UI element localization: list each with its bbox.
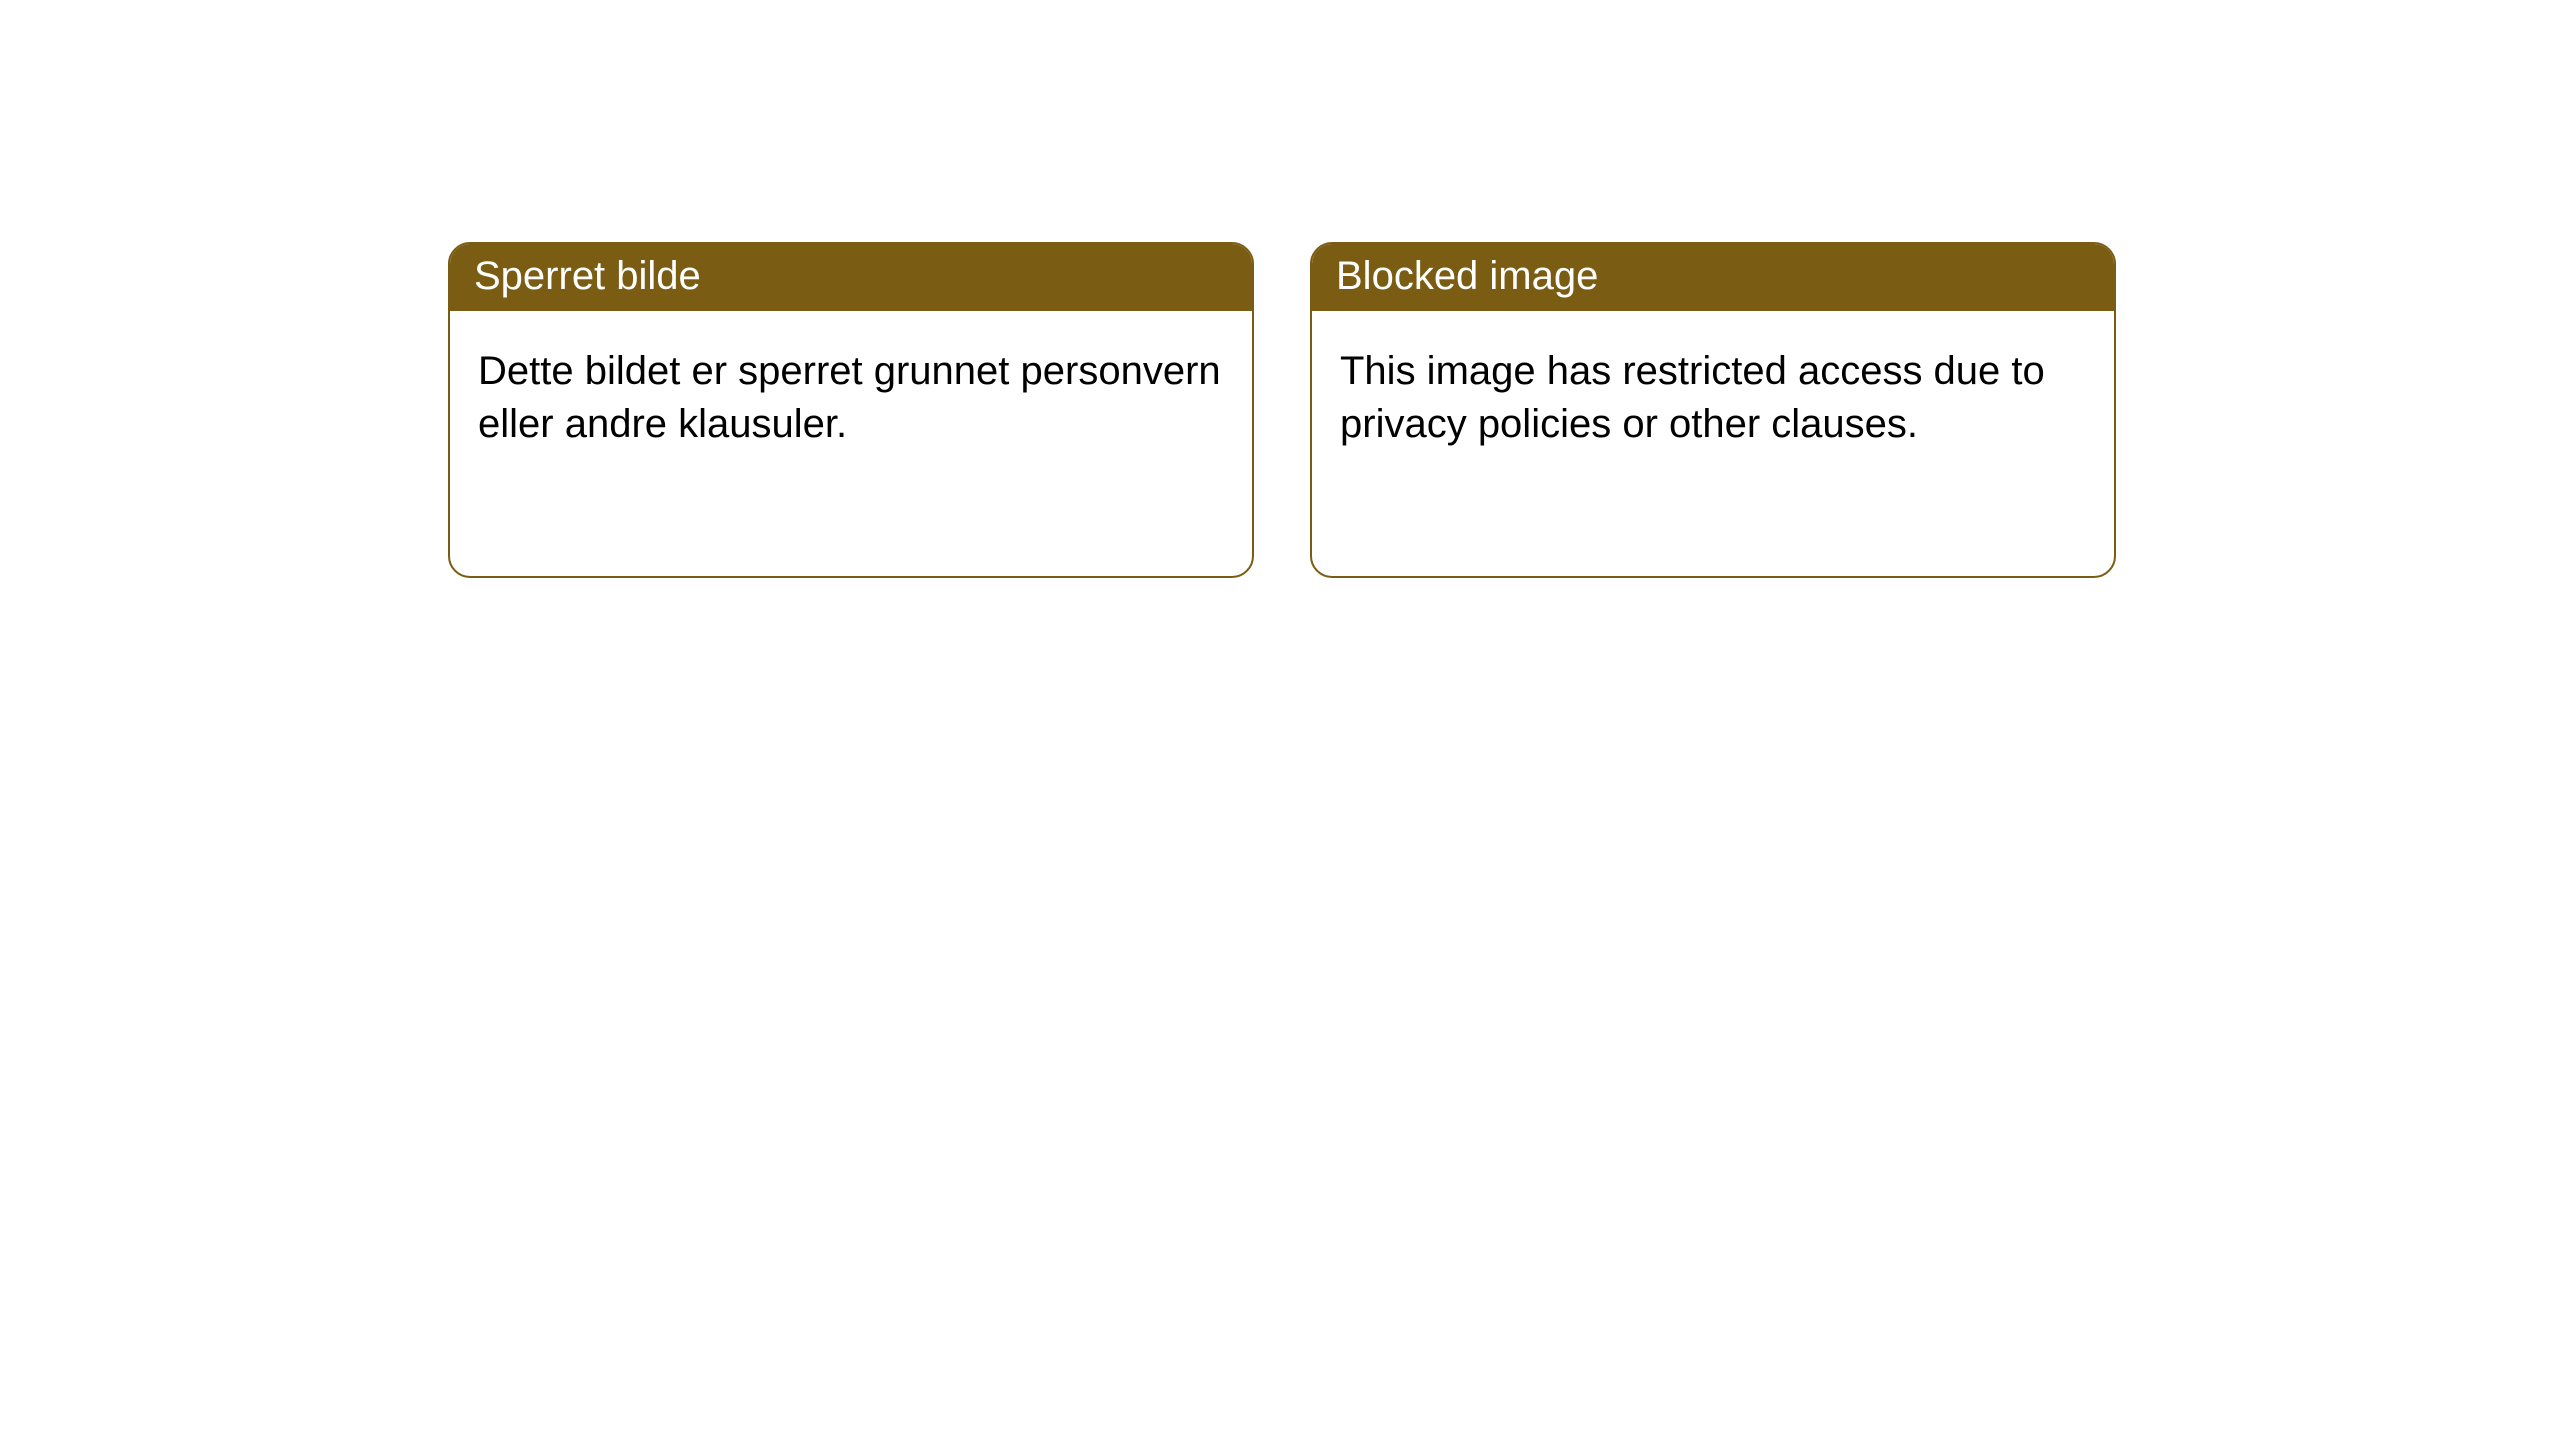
notice-container: Sperret bilde Dette bildet er sperret gr… (0, 0, 2560, 578)
notice-card-norwegian: Sperret bilde Dette bildet er sperret gr… (448, 242, 1254, 578)
notice-header: Blocked image (1312, 244, 2114, 311)
notice-body: Dette bildet er sperret grunnet personve… (450, 311, 1252, 479)
notice-body: This image has restricted access due to … (1312, 311, 2114, 479)
notice-card-english: Blocked image This image has restricted … (1310, 242, 2116, 578)
notice-header: Sperret bilde (450, 244, 1252, 311)
